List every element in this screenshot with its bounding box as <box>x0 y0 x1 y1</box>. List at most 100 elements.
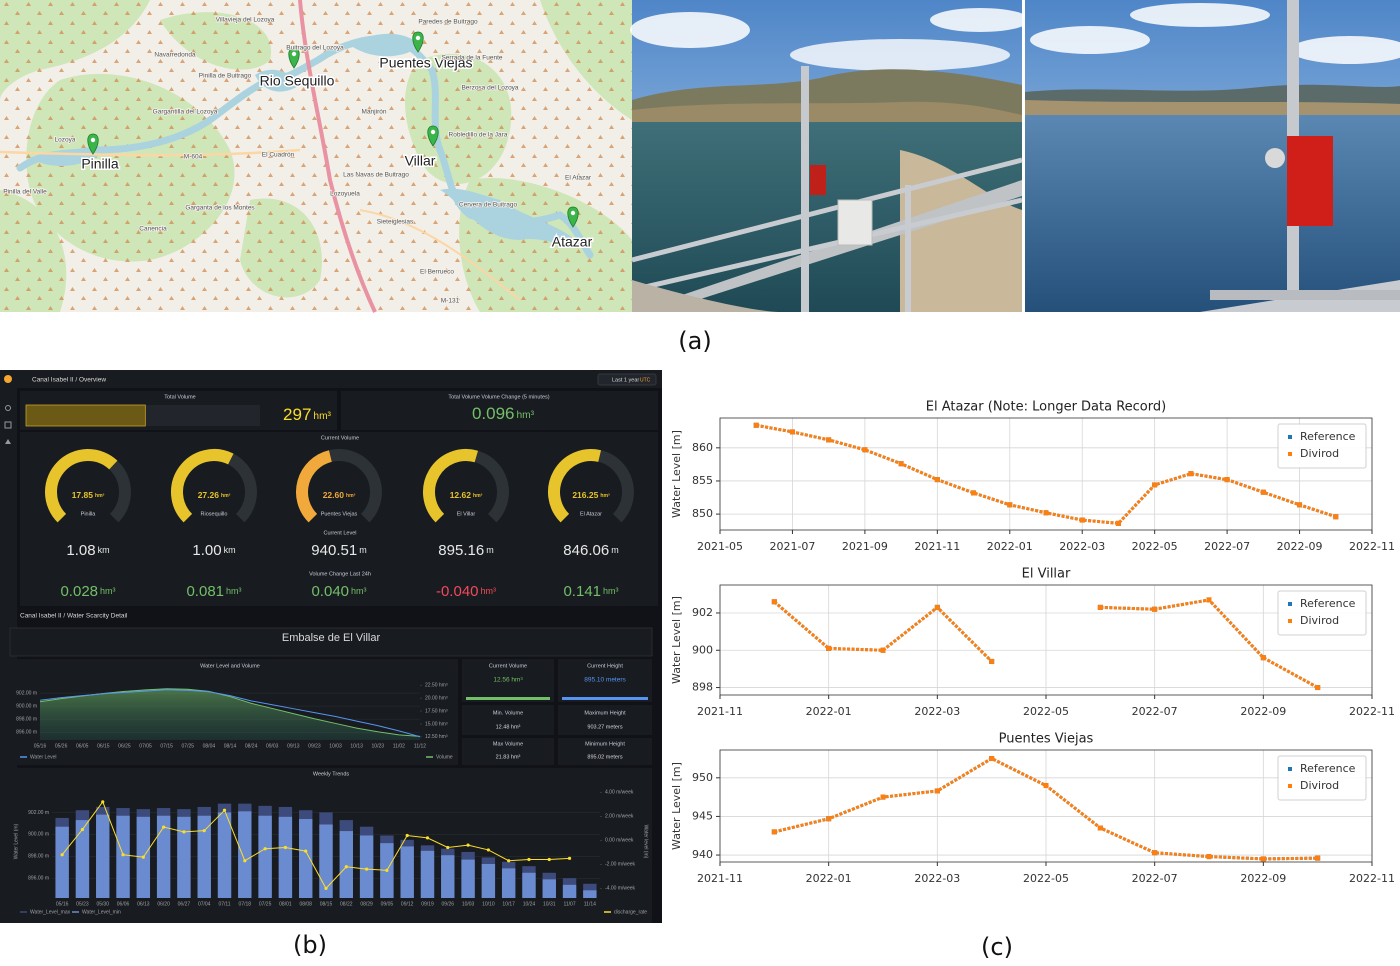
y-tick-label: 855 <box>692 474 713 487</box>
data-point <box>1097 825 1103 831</box>
bar <box>116 815 130 898</box>
data-point <box>989 658 995 664</box>
map-place-label: Robledillo de la Jara <box>449 132 508 139</box>
photo-reservoir-left <box>630 0 1030 312</box>
stat-label: Max Volume <box>493 741 523 747</box>
map-place-label: Buitrago del Lozoya <box>286 45 344 52</box>
volume-change: 0.096 hm³ <box>472 404 535 423</box>
legend-swatch <box>1288 619 1292 623</box>
map-place-label: Lozoyuela <box>330 191 360 198</box>
data-point <box>1007 502 1013 508</box>
y-tick-label: 902 <box>692 606 713 619</box>
data-point <box>141 855 145 859</box>
data-point <box>425 836 430 840</box>
gauge-value: 12.62 hm³ <box>450 490 483 500</box>
x-tick-label: 11/14 <box>584 901 596 907</box>
data-point <box>1152 482 1158 488</box>
x-tick-label: 06/06 <box>117 901 130 907</box>
x-tick-label: 09/03 <box>266 743 279 749</box>
x-tick-label: 08/08 <box>299 901 312 907</box>
x-tick-label: 07/04 <box>198 901 211 907</box>
data-point <box>1206 597 1212 603</box>
total-volume-value: 297 <box>283 405 311 424</box>
plot-frame <box>719 584 1373 696</box>
bar <box>481 863 496 898</box>
level-value-value: 846.06 <box>563 542 609 559</box>
x-tick-label: 06/15 <box>97 743 110 749</box>
change-value-unit: hm³ <box>481 586 497 596</box>
legend-box <box>1277 590 1367 636</box>
bar <box>299 819 313 898</box>
data-point <box>1224 477 1230 483</box>
map-pin-dot <box>430 129 436 135</box>
x-tick-label: 08/24 <box>245 743 258 749</box>
legend-swatch <box>1288 767 1292 771</box>
legend-label: Water_Level_min <box>82 909 121 915</box>
y2-tick-label: -2.00 m/week <box>605 862 636 868</box>
map-place-label: M-604 <box>184 154 203 161</box>
y-tick-label: 898 <box>692 681 713 694</box>
panel-title: Water Level and Volume <box>200 663 260 669</box>
y2-tick-label: 0.00 m/week <box>605 838 634 844</box>
data-point <box>898 461 904 467</box>
map-marker-label: Rio Sequillo <box>260 73 335 89</box>
bar <box>278 816 293 898</box>
data-point <box>567 856 572 860</box>
panel-title: Weekly Trends <box>313 771 350 777</box>
x-tick-label: 2022-03 <box>914 705 960 718</box>
y-tick-label: 896.00 m <box>28 876 49 882</box>
legend-label: Divirod <box>1300 447 1339 460</box>
map-place-label: Paredes de Buitrago <box>418 19 478 26</box>
map-pin <box>567 206 579 228</box>
map-place-label: Manjirón <box>362 109 387 116</box>
data-point <box>826 437 832 443</box>
gauge-value-unit: hm³ <box>346 493 356 499</box>
y-tick-label: 898.00 m <box>16 716 37 722</box>
map-pin <box>288 47 300 69</box>
y-tick-label: 950 <box>692 771 713 784</box>
map-place-label: Gargantilla del Lozoya <box>153 109 218 116</box>
x-tick-label: 05/26 <box>55 743 68 749</box>
bar <box>562 884 577 898</box>
level-value-unit: m <box>611 545 619 555</box>
map-place-label: Serrada de la Fuente <box>441 55 502 62</box>
bar <box>583 890 597 898</box>
bar <box>75 820 90 898</box>
x-tick-label: 2022-03 <box>914 872 960 885</box>
change-value: 0.028 hm³ <box>60 583 115 600</box>
data-point <box>202 829 206 833</box>
gauge-value-unit: hm³ <box>95 493 105 499</box>
x-tick-label: 05/16 <box>56 901 69 907</box>
data-point <box>1043 510 1049 516</box>
data-point <box>1079 517 1085 523</box>
data-point <box>364 867 369 871</box>
plot-frame <box>719 749 1373 863</box>
data-point <box>243 859 247 863</box>
y-tick-label: 945 <box>692 809 713 822</box>
x-tick-label: 10/03 <box>329 743 342 749</box>
legend-label: Reference <box>1300 762 1356 775</box>
data-point <box>971 490 977 496</box>
panel-title: Volume Change Last 24h <box>309 571 371 577</box>
stat-value: 895.02 meters <box>587 754 622 760</box>
x-tick-label: 07/11 <box>218 901 230 907</box>
data-point <box>182 830 186 834</box>
legend-label: Water Level <box>30 754 57 760</box>
data-point <box>880 794 886 800</box>
x-tick-label: 08/22 <box>340 901 353 907</box>
change-value: 0.040 hm³ <box>311 583 366 600</box>
data-point <box>324 886 328 890</box>
map-pin <box>87 133 99 155</box>
x-tick-label: 08/15 <box>320 901 333 907</box>
data-point <box>304 849 308 853</box>
time-range: Last 1 year <box>612 377 639 383</box>
level-value-value: 1.00 <box>192 542 221 559</box>
data-point <box>547 857 551 862</box>
x-tick-label: 10/31 <box>543 901 556 907</box>
plot-frame <box>719 417 1373 531</box>
y-axis-label: Water Level [m] <box>670 430 683 518</box>
x-tick-label: 09/26 <box>442 901 455 907</box>
x-tick-label: 2022-09 <box>1240 705 1286 718</box>
gauge-fill <box>171 449 234 523</box>
change-value-value: -0.040 <box>436 583 479 600</box>
